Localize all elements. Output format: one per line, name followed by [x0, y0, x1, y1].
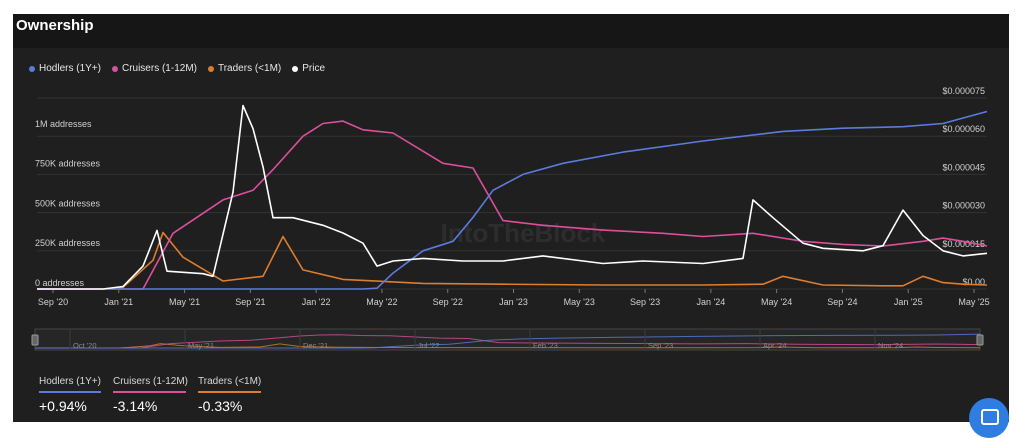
navigator-line — [35, 343, 981, 349]
x-tick-label: May '24 — [761, 297, 792, 307]
y-left-tick-label: 1M addresses — [35, 119, 92, 129]
navigator-label: Oct '20 — [73, 341, 97, 350]
stat-value: -3.14% — [113, 398, 158, 414]
x-tick-label: Jan '25 — [894, 297, 923, 307]
x-tick-label: May '21 — [169, 297, 200, 307]
x-tick-label: Jan '23 — [499, 297, 528, 307]
y-left-tick-label: 0 addresses — [35, 278, 85, 288]
series-line-traders — [37, 231, 988, 290]
stat-underline — [39, 391, 101, 393]
navigator-handle[interactable] — [976, 334, 984, 346]
x-tick-label: May '23 — [564, 297, 595, 307]
x-tick-label: May '25 — [958, 297, 989, 307]
legend-item-hodlers[interactable]: Hodlers (1Y+) — [29, 63, 101, 74]
stats-row: Hodlers (1Y+) +0.94% Cruisers (1-12M) -3… — [39, 376, 261, 414]
y-left-tick-label: 250K addresses — [35, 238, 101, 248]
legend-dot-icon — [207, 65, 214, 72]
panel-title: Ownership — [16, 17, 94, 34]
navigator-line — [35, 334, 981, 349]
legend-label: Traders (<1M) — [217, 63, 282, 74]
legend-item-cruisers[interactable]: Cruisers (1-12M) — [111, 63, 197, 74]
stat-underline — [113, 391, 186, 393]
stat-name: Hodlers (1Y+) — [39, 376, 101, 387]
y-left-tick-label: 500K addresses — [35, 198, 101, 208]
legend-label: Hodlers (1Y+) — [39, 63, 101, 74]
ownership-chart[interactable]: IntoTheBlock $0.00$0.000015$0.000030$0.0… — [13, 14, 1009, 374]
ownership-panel: Ownership Hodlers (1Y+) Cruisers (1-12M)… — [13, 14, 1009, 422]
navigator-label: Feb '23 — [533, 341, 558, 350]
y-right-tick-label: $0.000030 — [942, 201, 985, 211]
series-line-cruisers — [37, 120, 988, 290]
stat-value: -0.33% — [198, 398, 243, 414]
stat-name: Cruisers (1-12M) — [113, 376, 189, 387]
stat-name: Traders (<1M) — [198, 376, 262, 387]
x-tick-label: Sep '22 — [433, 297, 463, 307]
x-tick-label: Jan '22 — [302, 297, 331, 307]
legend-label: Price — [302, 63, 326, 74]
legend-dot-icon — [29, 65, 35, 72]
stat-hodlers: Hodlers (1Y+) +0.94% — [39, 376, 101, 414]
navigator-label: Jul '22 — [418, 341, 439, 350]
x-tick-label: Sep '20 — [38, 297, 68, 307]
x-tick-label: May '22 — [366, 297, 397, 307]
legend-dot-icon — [292, 65, 299, 72]
legend-item-traders[interactable]: Traders (<1M) — [207, 63, 282, 74]
y-right-tick-label: $0.000045 — [942, 162, 985, 172]
stat-underline — [198, 391, 261, 393]
series-line-price — [37, 104, 988, 290]
navigator-label: May '21 — [188, 341, 214, 350]
x-tick-label: Sep '23 — [630, 297, 660, 307]
stat-cruisers: Cruisers (1-12M) -3.14% — [113, 376, 189, 414]
y-left-tick-label: 750K addresses — [35, 159, 101, 169]
chart-legend: Hodlers (1Y+) Cruisers (1-12M) Traders (… — [29, 63, 325, 74]
y-right-tick-label: $0.000015 — [942, 239, 985, 249]
y-right-tick-label: $0.00 — [962, 277, 985, 287]
series-line-hodlers — [37, 110, 988, 290]
y-right-tick-label: $0.000060 — [942, 124, 985, 134]
chat-support-button[interactable] — [969, 398, 1009, 438]
x-tick-label: Jan '21 — [104, 297, 133, 307]
stat-traders: Traders (<1M) -0.33% — [198, 376, 261, 414]
x-tick-label: Jan '24 — [696, 297, 725, 307]
y-right-tick-label: $0.000075 — [942, 86, 985, 96]
legend-label: Cruisers (1-12M) — [121, 63, 197, 74]
navigator-label: Nov '24 — [878, 341, 903, 350]
navigator-handle[interactable] — [31, 334, 39, 346]
panel-header: Ownership — [13, 14, 1009, 48]
stat-value: +0.94% — [39, 398, 87, 414]
x-tick-label: Sep '21 — [235, 297, 265, 307]
x-tick-label: Sep '24 — [827, 297, 857, 307]
legend-item-price[interactable]: Price — [292, 63, 325, 74]
navigator-label: Sep '23 — [648, 341, 673, 350]
navigator-label: Dec '21 — [303, 341, 328, 350]
navigator-label: Apr '24 — [763, 341, 787, 350]
legend-dot-icon — [111, 65, 118, 72]
